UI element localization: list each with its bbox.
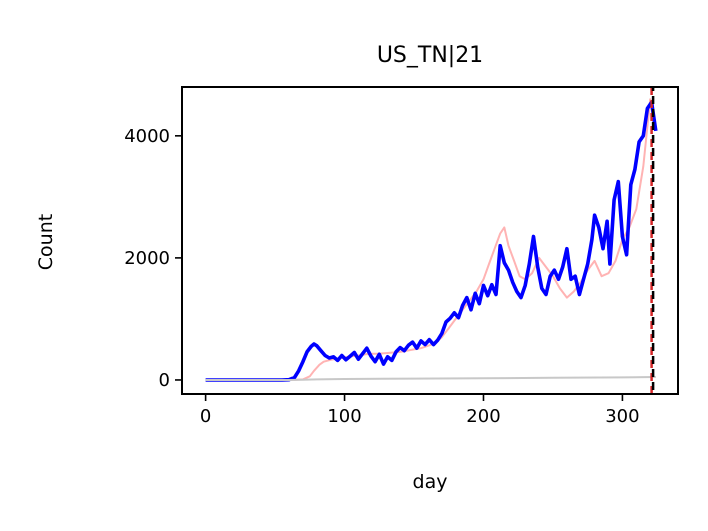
x-tick-label: 100 bbox=[327, 406, 361, 427]
x-tick-label: 200 bbox=[466, 406, 500, 427]
plot-frame bbox=[181, 86, 679, 395]
y-tick-label: 4000 bbox=[124, 126, 170, 147]
series-line-1 bbox=[205, 98, 656, 381]
x-tick-label: 300 bbox=[605, 406, 639, 427]
series-line-2 bbox=[205, 100, 658, 382]
y-tick-label: 0 bbox=[159, 370, 170, 391]
chart-title: US_TN|21 bbox=[377, 43, 483, 68]
y-axis-ticks: 0 2000 4000 bbox=[124, 126, 182, 391]
y-tick-label: 2000 bbox=[124, 248, 170, 269]
x-axis-label: day bbox=[413, 471, 448, 493]
x-axis-ticks: 0 100 200 300 bbox=[200, 394, 640, 427]
x-tick-label: 0 bbox=[200, 406, 211, 427]
y-axis-label: Count bbox=[35, 214, 57, 270]
plot-lines bbox=[205, 87, 658, 394]
series-line-3 bbox=[205, 376, 656, 381]
